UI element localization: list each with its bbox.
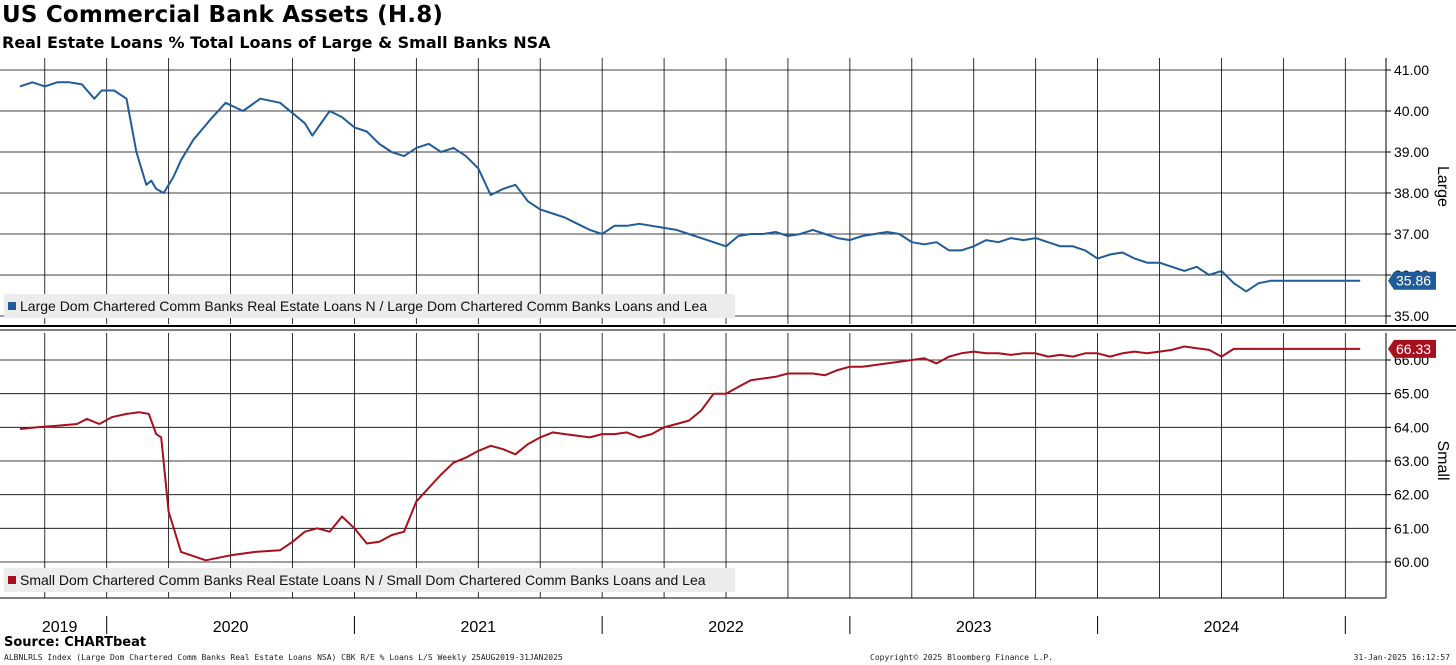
year-label-2023: 2023 — [956, 619, 992, 636]
top-axis-title: Large — [1434, 166, 1451, 207]
bottom-series-line — [19, 345, 1361, 562]
year-label-2022: 2022 — [708, 619, 744, 636]
chart-subtitle: Real Estate Loans % Total Loans of Large… — [2, 33, 551, 52]
bottom-legend-box — [4, 568, 735, 592]
top-legend-swatch — [8, 302, 16, 310]
bottom-legend-label: Small Dom Chartered Comm Banks Real Esta… — [20, 572, 706, 588]
chart-title: US Commercial Bank Assets (H.8) — [2, 2, 444, 28]
bottom-ytick-label: 63.00 — [1394, 453, 1429, 469]
top-legend-box — [4, 294, 735, 318]
top-last-value-tag — [1388, 271, 1436, 290]
bottom-ytick-label: 65.00 — [1394, 386, 1429, 402]
footer-copyright: Copyright© 2025 Bloomberg Finance L.P. — [870, 653, 1054, 662]
year-label-2024: 2024 — [1204, 619, 1240, 636]
bottom-last-value-tag — [1388, 339, 1436, 358]
top-ytick-label: 39.00 — [1394, 144, 1429, 160]
bottom-axis-title: Small — [1434, 441, 1451, 481]
top-ytick-label: 38.00 — [1394, 185, 1429, 201]
top-legend-label: Large Dom Chartered Comm Banks Real Esta… — [20, 298, 707, 314]
footer-timestamp: 31-Jan-2025 16:12:57 — [1353, 653, 1450, 662]
top-ytick-label: 37.00 — [1394, 226, 1429, 242]
year-label-2021: 2021 — [460, 619, 496, 636]
bottom-ytick-label: 61.00 — [1394, 520, 1429, 536]
top-last-value-label: 35.86 — [1396, 273, 1431, 289]
bottom-last-value-label: 66.33 — [1396, 341, 1431, 357]
year-label-2019: 2019 — [42, 619, 78, 636]
source-label: Source: CHARTbeat — [4, 635, 147, 650]
bottom-ytick-label: 60.00 — [1394, 554, 1429, 570]
year-label-2020: 2020 — [213, 619, 249, 636]
top-ytick-label: 35.00 — [1394, 308, 1429, 324]
bottom-legend-swatch — [8, 576, 16, 584]
bottom-ytick-label: 64.00 — [1394, 419, 1429, 435]
footer-ticker: ALBNLRLS Index (Large Dom Chartered Comm… — [4, 653, 563, 662]
bottom-ytick-label: 62.00 — [1394, 487, 1429, 503]
top-series-line — [19, 81, 1361, 293]
top-ytick-label: 40.00 — [1394, 103, 1429, 119]
top-ytick-label: 41.00 — [1394, 62, 1429, 78]
